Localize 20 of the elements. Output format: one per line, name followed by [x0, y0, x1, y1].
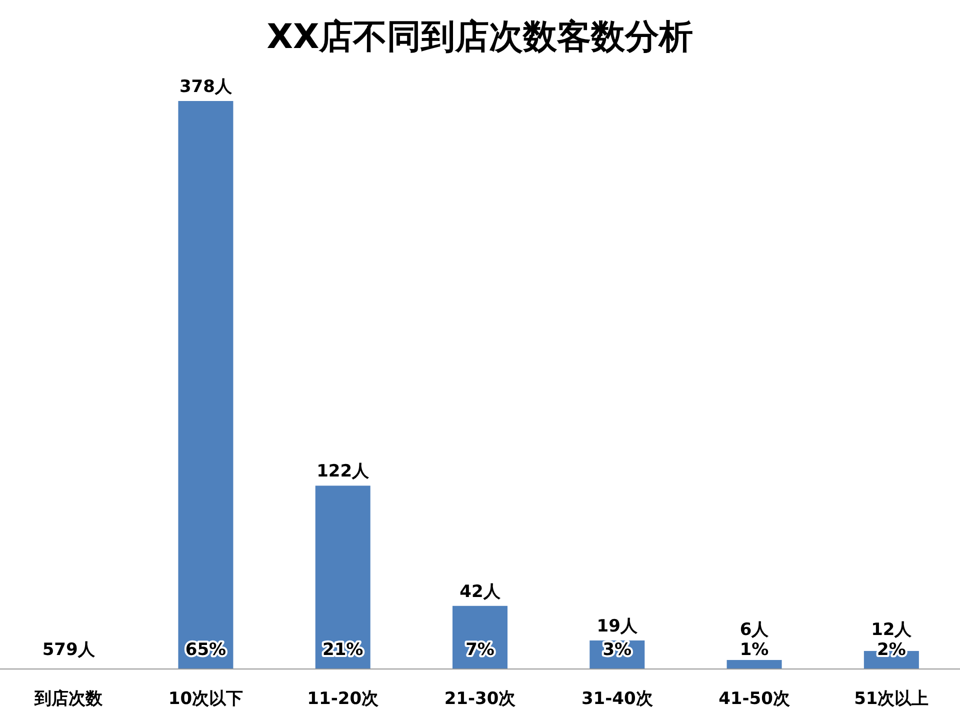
- x-tick-label: 31-40次: [581, 689, 654, 709]
- annotation: 21%: [322, 640, 364, 660]
- annotation: 7%: [466, 640, 494, 660]
- data-label: 122人: [316, 462, 370, 482]
- title: XX店不同到店次数客数分析: [266, 17, 694, 57]
- x-tick-label: 10次以下: [168, 689, 244, 709]
- x-tick-label: 到店次数: [34, 689, 104, 709]
- x-tick-label: 21-30次: [444, 689, 517, 709]
- annotation: 579人: [42, 640, 96, 660]
- annotation: 3%: [602, 640, 632, 660]
- x-tick-label: 11-20次: [307, 689, 380, 709]
- data-label: 19人: [596, 616, 638, 636]
- x-tick-label: 51次以上: [854, 689, 929, 709]
- data-label: 42人: [460, 582, 502, 602]
- annotation: 1%: [740, 640, 769, 660]
- annotation: 65%: [185, 640, 226, 660]
- x-tick-label: 41-50次: [718, 689, 791, 709]
- data-label: 6人: [740, 620, 770, 640]
- data-label: 12人: [871, 620, 913, 640]
- data-label: 378人: [179, 77, 233, 97]
